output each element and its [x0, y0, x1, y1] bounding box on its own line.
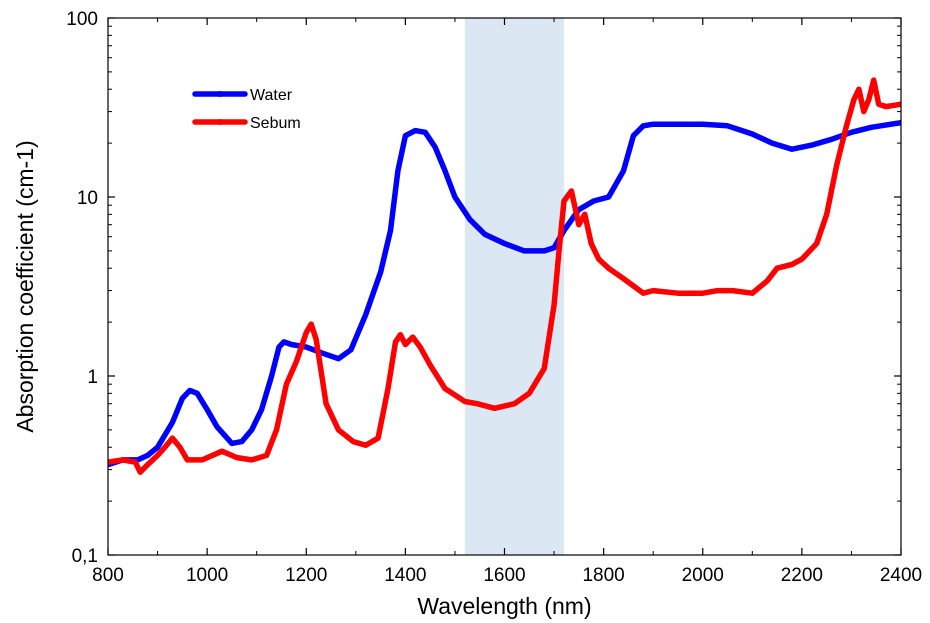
x-axis-title: Wavelength (nm) — [417, 593, 591, 619]
x-tick-label: 2200 — [781, 565, 823, 586]
y-axis-title: Absorption coefficient (cm-1) — [12, 140, 38, 432]
x-tick-label: 2400 — [880, 565, 922, 586]
series-line-sebum — [108, 77, 901, 475]
x-tick-label: 1200 — [285, 565, 327, 586]
highlight-band — [464, 18, 564, 555]
x-tick-label: 1400 — [384, 565, 426, 586]
tick-labels: 800 1000 1200 1400 1600 1800 2000 2200 2400 0,1 1 1… — [66, 9, 922, 586]
legend-label-sebum: Sebum — [250, 115, 301, 132]
legend-label-water: Water — [250, 87, 293, 104]
y-tick-label: 100 — [66, 9, 98, 30]
plot-frame — [107, 17, 902, 556]
y-tick-label: 1 — [87, 367, 98, 388]
legend: Water Sebum — [192, 87, 301, 132]
x-tick-label: 1000 — [186, 565, 228, 586]
x-tick-label: 1800 — [582, 565, 624, 586]
x-tick-label: 800 — [92, 565, 124, 586]
y-tick-label: 0,1 — [72, 546, 98, 567]
axis-ticks — [107, 17, 902, 556]
x-tick-label: 1600 — [483, 565, 525, 586]
legend-marker-sebum — [217, 119, 223, 125]
series-layer — [108, 77, 901, 475]
y-tick-label: 10 — [77, 188, 98, 209]
legend-marker-water — [217, 91, 223, 97]
x-tick-label: 2000 — [682, 565, 724, 586]
series-line-water — [108, 119, 901, 468]
